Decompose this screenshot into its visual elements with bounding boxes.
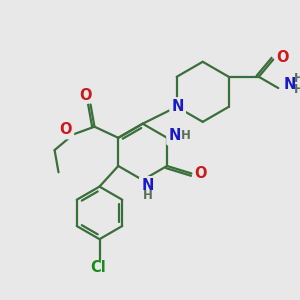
Text: N: N <box>141 178 154 193</box>
Text: H: H <box>142 190 152 202</box>
Text: N: N <box>172 99 184 114</box>
Text: H: H <box>294 72 300 85</box>
Text: H: H <box>181 129 191 142</box>
Text: O: O <box>59 122 72 137</box>
Text: O: O <box>276 50 289 65</box>
Text: N: N <box>284 77 296 92</box>
Text: N: N <box>168 128 181 143</box>
Text: H: H <box>294 83 300 96</box>
Text: Cl: Cl <box>91 260 106 275</box>
Text: O: O <box>80 88 92 103</box>
Text: O: O <box>195 166 207 181</box>
